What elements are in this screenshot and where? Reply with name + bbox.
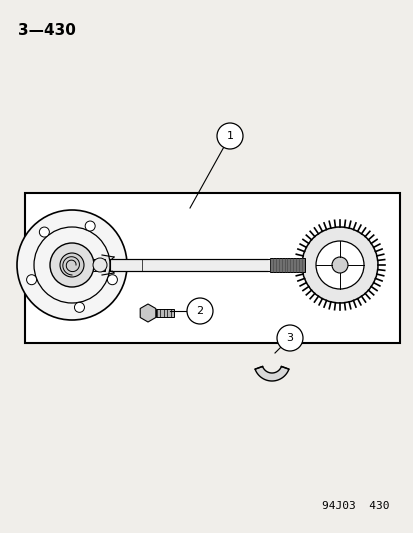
Circle shape <box>93 258 107 272</box>
Text: 3: 3 <box>286 333 293 343</box>
Polygon shape <box>140 304 155 322</box>
Bar <box>25 193 399 343</box>
Polygon shape <box>102 255 114 275</box>
Bar <box>93 259 105 271</box>
Polygon shape <box>254 366 288 381</box>
Circle shape <box>85 221 95 231</box>
Circle shape <box>50 243 94 287</box>
Circle shape <box>187 298 212 324</box>
Text: 2: 2 <box>196 306 203 316</box>
Circle shape <box>301 227 377 303</box>
Circle shape <box>26 274 36 285</box>
Bar <box>156 309 173 317</box>
Circle shape <box>315 241 363 289</box>
Circle shape <box>17 210 127 320</box>
Text: 94J03  430: 94J03 430 <box>322 501 389 511</box>
Circle shape <box>60 253 84 277</box>
Bar <box>110 259 304 271</box>
Circle shape <box>74 302 84 312</box>
Circle shape <box>39 227 49 237</box>
Bar <box>269 258 304 272</box>
Circle shape <box>276 325 302 351</box>
Polygon shape <box>112 257 114 273</box>
Circle shape <box>331 257 347 273</box>
Circle shape <box>216 123 242 149</box>
Text: 1: 1 <box>226 131 233 141</box>
Circle shape <box>107 274 117 285</box>
Text: 3—430: 3—430 <box>18 23 76 38</box>
